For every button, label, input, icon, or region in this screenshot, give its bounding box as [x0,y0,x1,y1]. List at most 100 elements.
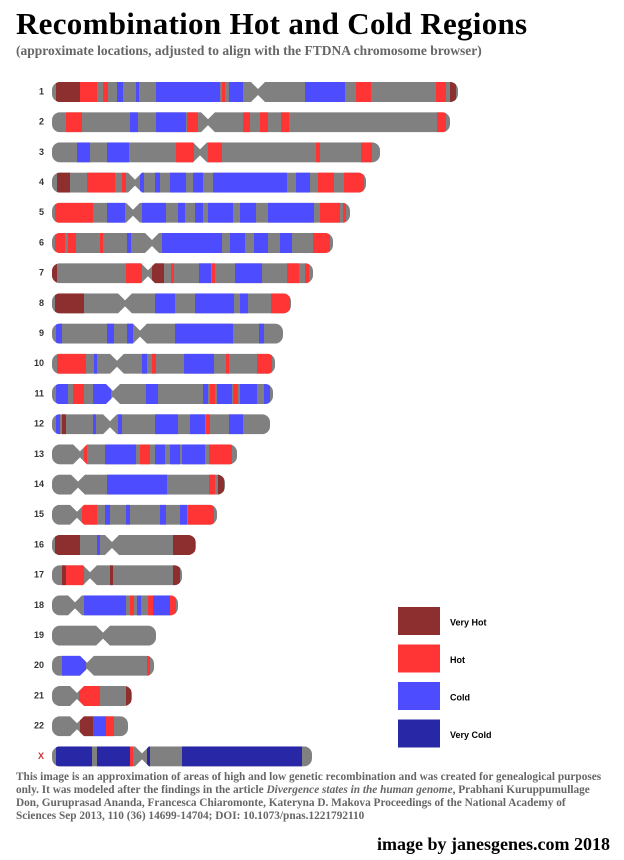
chromosome-label: 6 [39,237,44,247]
band-c [155,172,160,193]
band-c [170,172,186,193]
band-h [188,504,214,525]
band-c [254,233,268,253]
chromosome-body [52,172,366,193]
centromere-notch [72,457,88,466]
chromatid [52,565,182,586]
centromere-notch [140,262,156,271]
band-c [56,323,62,344]
band-h [260,112,268,133]
band-h [100,233,103,253]
band-h [206,414,210,435]
chromosome: 18 [34,594,178,617]
chromosome: 19 [34,624,156,647]
chromosome: 20 [34,654,154,677]
band-h [147,655,150,676]
centromere-notch [127,185,143,194]
band-c [130,112,138,133]
chromosome: 4 [39,171,366,194]
band-c [235,263,262,284]
chromosome: 14 [34,473,225,496]
chromosome-label: 21 [34,690,44,700]
centromere-notch [117,306,133,315]
centromere-notch [132,336,148,345]
band-h [66,565,84,586]
band-h [271,293,290,314]
chromatid [52,263,313,284]
chromatid [52,535,196,555]
legend-swatch [398,682,440,710]
band-c [84,595,126,616]
band-h [55,233,65,253]
chromosome-body [52,323,283,344]
band-h [73,384,84,404]
band-vc [97,746,130,767]
title: Recombination Hot and Cold Regions [16,6,528,41]
centromere-notch [82,564,98,573]
band-c [240,293,248,314]
chromosome-body [52,625,156,646]
centromere-notch [117,292,133,301]
chromosome: 9 [39,322,283,345]
band-vh [152,263,164,284]
chromosome: 13 [34,443,237,466]
band-c [268,202,314,223]
band-h [305,263,309,284]
band-h [208,142,222,163]
band-h [130,595,134,616]
band-vh [126,686,131,706]
chromosome-label: X [38,751,44,761]
band-h [176,142,194,163]
band-c [77,142,90,163]
chromatid [52,625,156,646]
centromere-notch [69,503,85,512]
centromere-notch [192,141,208,150]
band-c [93,384,111,404]
article-title: Divergence states in the human genome [266,784,453,796]
band-c [93,414,96,435]
chromosome: 22 [34,715,128,738]
legend-label: Hot [450,655,465,665]
band-c [126,504,130,525]
band-h [126,263,142,284]
band-c [182,444,205,465]
band-h [320,202,340,223]
centromere-notch [127,171,143,180]
band-c [62,655,86,676]
credit: image by janesgenes.com 2018 [377,834,610,854]
footer-text: This image is an approximation of areas … [16,771,602,796]
chromosome-body [52,384,273,404]
band-c [264,384,270,404]
chromosome-label: 16 [34,539,44,549]
centromere-notch [104,548,120,556]
band-c [180,504,187,525]
band-vh [62,565,66,586]
band-c [107,202,125,223]
chromosome-body [52,263,313,284]
band-c [160,504,166,525]
band-h [209,474,215,495]
band-h [356,82,371,102]
centromere-notch [102,413,118,422]
band-c [107,323,114,344]
band-h [226,353,229,374]
centromere-notch [69,729,85,738]
chromosome-label: 1 [39,86,44,96]
chromosome-body [52,353,275,374]
band-c [140,172,144,193]
band-c [56,414,60,435]
band-h [148,595,153,616]
chromosome-label: 11 [34,388,44,398]
band-h [287,263,299,284]
band-h [343,202,346,223]
chromosome-body [52,504,217,525]
centromere-notch [134,759,150,768]
band-c [280,233,292,253]
centromere-notch [250,81,266,89]
chromosome-label: 20 [34,660,44,670]
band-h [209,444,232,465]
chromosome-label: 9 [39,328,44,338]
centromere-notch [144,246,160,254]
band-vh [450,82,456,102]
chromatid [52,384,273,404]
